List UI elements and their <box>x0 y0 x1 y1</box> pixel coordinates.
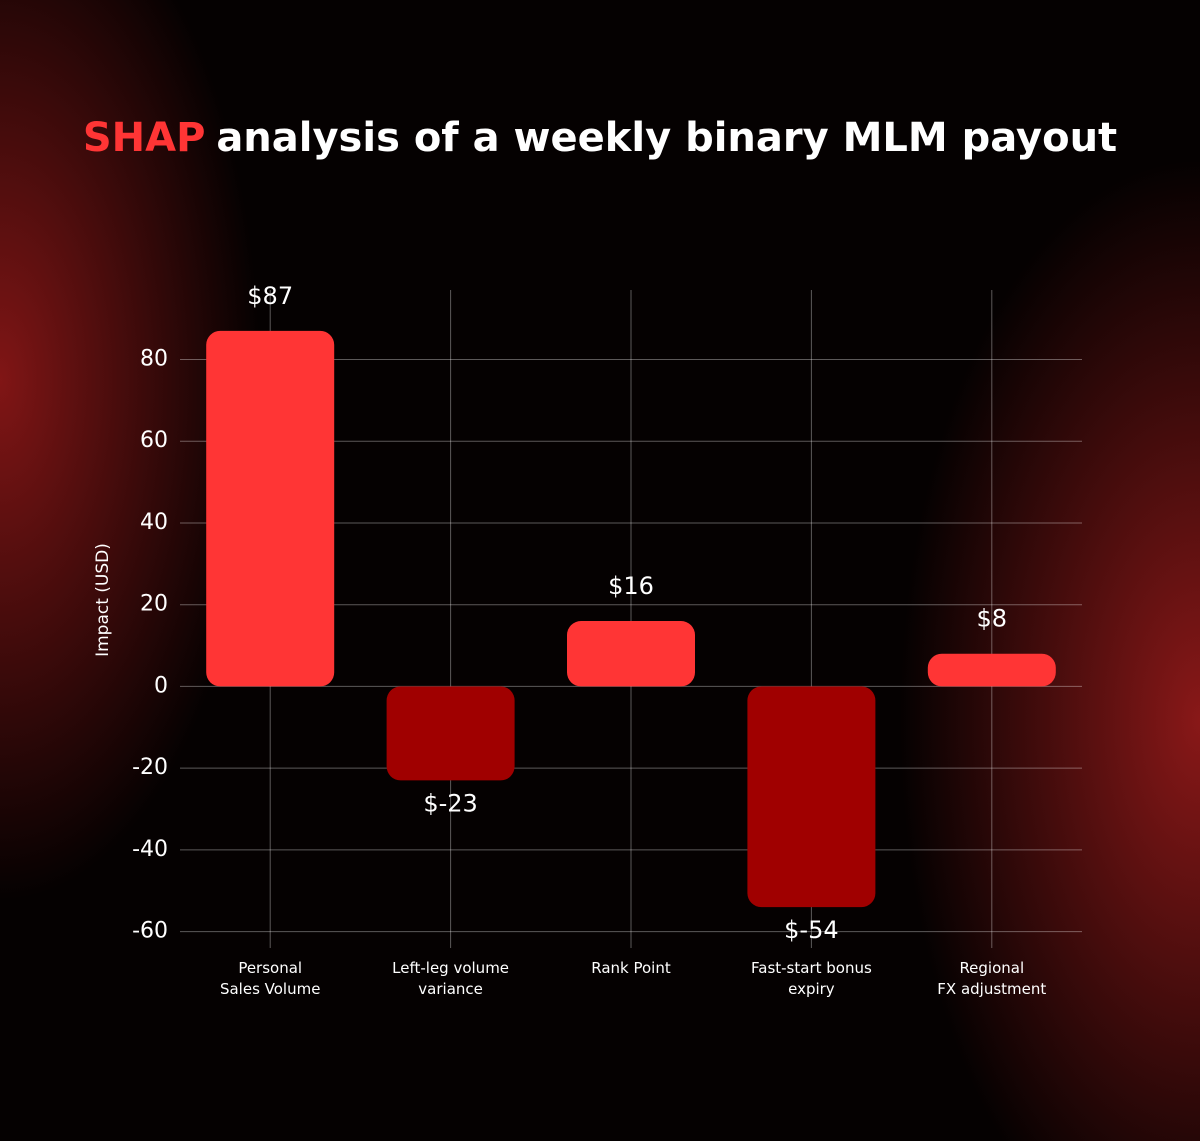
value-label: $-54 <box>784 916 838 944</box>
bar <box>386 686 515 781</box>
y-tick-label: 60 <box>140 428 168 453</box>
y-tick-label: -20 <box>132 755 168 780</box>
bar <box>567 621 695 687</box>
y-tick-label: 40 <box>140 510 168 535</box>
value-label: $-23 <box>423 789 477 817</box>
x-tick-label: Regional FX adjustment <box>937 959 1046 998</box>
y-tick-label: 80 <box>140 346 168 371</box>
y-tick-label: 20 <box>140 592 168 617</box>
value-label: $16 <box>608 572 654 600</box>
x-tick-label: Left-leg volume variance <box>392 959 509 998</box>
x-tick-label: Personal Sales Volume <box>220 959 320 998</box>
y-tick-label: 0 <box>154 673 168 698</box>
title-text: analysis of a weekly binary MLM payout <box>216 115 1117 161</box>
title-highlight: SHAP <box>83 115 204 161</box>
bar <box>206 330 335 687</box>
bar <box>927 653 1056 687</box>
y-tick-label: -40 <box>132 837 168 862</box>
chart-title: SHAP analysis of a weekly binary MLM payo… <box>83 115 1117 161</box>
bar <box>747 686 876 908</box>
value-label: $8 <box>977 605 1008 633</box>
y-tick-label: -60 <box>132 919 168 944</box>
x-tick-label: Rank Point <box>591 959 671 977</box>
y-axis-label: Impact (USD) <box>93 543 113 657</box>
x-tick-label: Fast-start bonus expiry <box>751 959 872 998</box>
value-label: $87 <box>247 282 293 310</box>
